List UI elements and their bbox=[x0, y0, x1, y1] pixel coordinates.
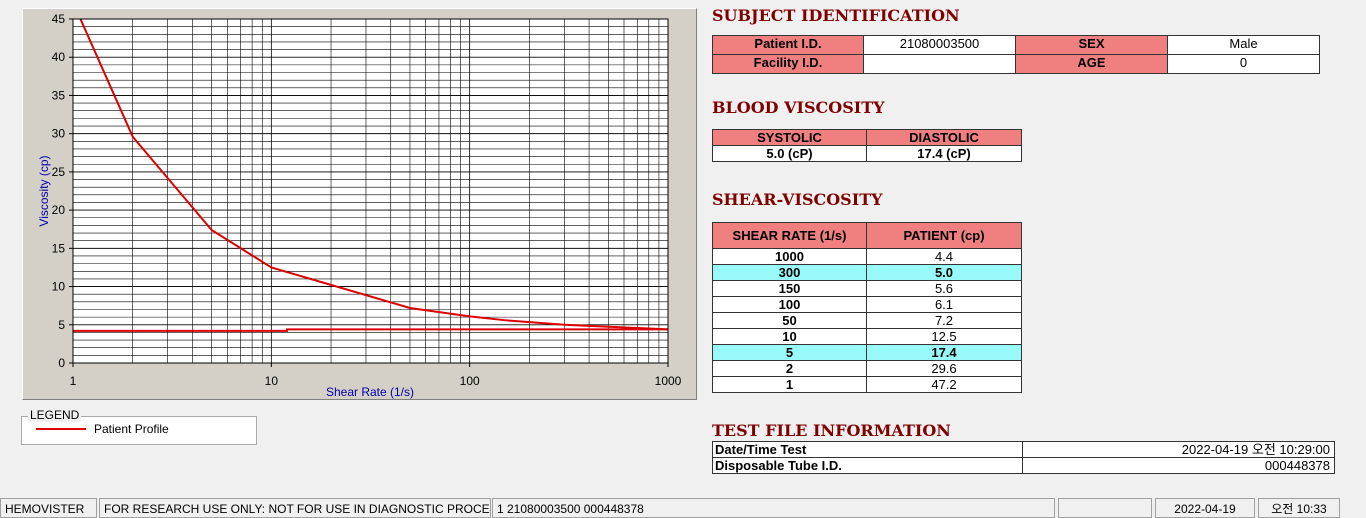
patient-viscosity: 6.1 bbox=[866, 296, 1022, 313]
x-tick-label: 100 bbox=[460, 374, 480, 388]
shear-rate: 300 bbox=[712, 264, 867, 281]
field-value: Male bbox=[1167, 35, 1320, 55]
info-label: Disposable Tube I.D. bbox=[712, 457, 1023, 474]
patient-viscosity: 4.4 bbox=[866, 248, 1022, 265]
patient-viscosity: 5.0 bbox=[866, 264, 1022, 281]
y-tick-label: 40 bbox=[52, 50, 66, 64]
patient-viscosity: 47.2 bbox=[866, 376, 1022, 393]
patient-viscosity: 12.5 bbox=[866, 328, 1022, 345]
y-tick-label: 35 bbox=[52, 88, 66, 102]
legend: Patient Profile bbox=[36, 422, 169, 436]
y-tick-label: 5 bbox=[58, 318, 65, 332]
shear-rate: 5 bbox=[712, 344, 867, 361]
shear-rate: 1 bbox=[712, 376, 867, 393]
patient-viscosity: 5.6 bbox=[866, 280, 1022, 297]
plot-border bbox=[72, 18, 669, 364]
info-value: 000448378 bbox=[1022, 457, 1335, 474]
x-tick-label: 10 bbox=[265, 374, 279, 388]
status-pane: 오전 10:33 bbox=[1258, 498, 1340, 518]
x-tick-label: 1000 bbox=[655, 374, 682, 388]
y-tick-label: 15 bbox=[52, 241, 66, 255]
shear-rate: 150 bbox=[712, 280, 867, 297]
info-value: 2022-04-19 오전 10:29:00 bbox=[1022, 441, 1335, 458]
field-value bbox=[863, 54, 1016, 74]
column-header: SHEAR RATE (1/s) bbox=[712, 222, 867, 249]
legend-label: Patient Profile bbox=[94, 422, 169, 436]
shear-rate: 100 bbox=[712, 296, 867, 313]
status-pane: 1 21080003500 000448378 bbox=[492, 498, 1055, 518]
plot-area bbox=[72, 18, 669, 364]
y-tick-label: 0 bbox=[58, 356, 65, 370]
status-pane: HEMOVISTER bbox=[0, 498, 97, 518]
legend-title: LEGEND bbox=[28, 408, 82, 422]
y-tick-label: 45 bbox=[52, 12, 66, 26]
x-tick-label: 1 bbox=[70, 374, 77, 388]
y-tick-label: 30 bbox=[52, 127, 66, 141]
chart: Shear Rate (1/s) Viscosity (cp) 0 5 10 15 20… bbox=[37, 12, 682, 399]
shear-rate: 1000 bbox=[712, 248, 867, 265]
status-pane: 2022-04-19 bbox=[1155, 498, 1255, 518]
patient-viscosity: 17.4 bbox=[866, 344, 1022, 361]
field-label: AGE bbox=[1015, 54, 1168, 74]
status-pane-empty bbox=[1058, 498, 1152, 518]
viscosity-value: 17.4 (cP) bbox=[866, 145, 1022, 162]
column-header: SYSTOLIC bbox=[712, 129, 867, 146]
x-axis-label: Shear Rate (1/s) bbox=[326, 385, 414, 399]
column-header: PATIENT (cp) bbox=[866, 222, 1022, 249]
shear-rate: 10 bbox=[712, 328, 867, 345]
data-line bbox=[73, 328, 668, 332]
y-tick-label: 25 bbox=[52, 165, 66, 179]
column-header: DIASTOLIC bbox=[866, 129, 1022, 146]
field-value: 0 bbox=[1167, 54, 1320, 74]
legend-entry: Patient Profile bbox=[36, 422, 169, 436]
section-title: BLOOD VISCOSITY bbox=[712, 98, 885, 117]
section-title: SUBJECT IDENTIFICATION bbox=[712, 6, 960, 25]
field-value: 21080003500 bbox=[863, 35, 1016, 55]
status-pane: FOR RESEARCH USE ONLY: NOT FOR USE IN DI… bbox=[99, 498, 491, 518]
viscosity-value: 5.0 (cP) bbox=[712, 145, 867, 162]
field-label: SEX bbox=[1015, 35, 1168, 55]
y-tick-label: 20 bbox=[52, 203, 66, 217]
y-tick-label: 10 bbox=[52, 280, 66, 294]
patient-viscosity: 7.2 bbox=[866, 312, 1022, 329]
section-title: TEST FILE INFORMATION bbox=[712, 421, 951, 440]
info-label: Date/Time Test bbox=[712, 441, 1023, 458]
shear-rate: 50 bbox=[712, 312, 867, 329]
section-title: SHEAR-VISCOSITY bbox=[712, 190, 883, 209]
y-axis-label: Viscosity (cp) bbox=[37, 155, 51, 226]
data-line bbox=[79, 19, 668, 331]
shear-rate: 2 bbox=[712, 360, 867, 377]
field-label: Facility I.D. bbox=[712, 54, 864, 74]
field-label: Patient I.D. bbox=[712, 35, 864, 55]
legend-swatch bbox=[36, 428, 86, 430]
patient-viscosity: 29.6 bbox=[866, 360, 1022, 377]
